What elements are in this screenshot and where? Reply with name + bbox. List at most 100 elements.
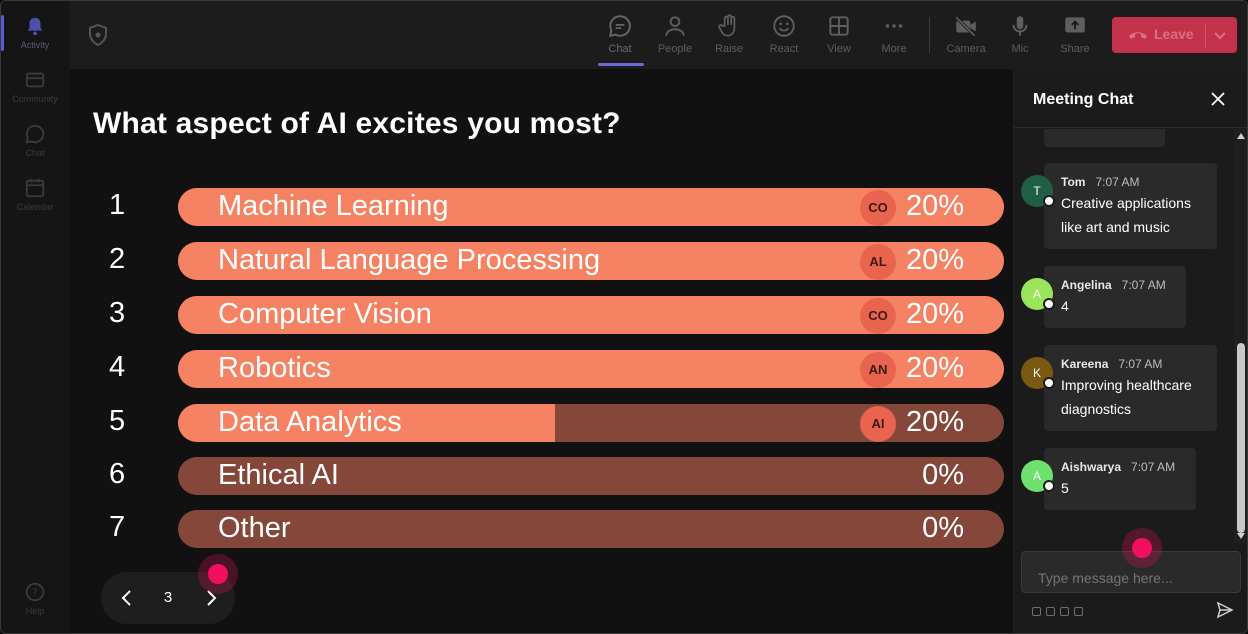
- avatar[interactable]: K: [1021, 357, 1055, 389]
- poll-option[interactable]: 4 Robotics AN 20%: [69, 349, 1013, 389]
- option-percentage: 20%: [905, 298, 964, 330]
- rail-item-label: Community: [12, 94, 58, 104]
- rail-item-calendar[interactable]: Calendar: [5, 171, 65, 221]
- poll-title: What aspect of AI excites you most?: [93, 107, 621, 140]
- gif-icon[interactable]: [1074, 607, 1083, 616]
- attach-icon[interactable]: [1046, 607, 1055, 616]
- poll-option[interactable]: 7 Other 0%: [69, 509, 1013, 549]
- poll-option[interactable]: 2 Natural Language Processing AL 20%: [69, 241, 1013, 281]
- send-icon[interactable]: [1216, 601, 1234, 619]
- emoji-icon[interactable]: [1060, 607, 1069, 616]
- option-percentage: 0%: [922, 512, 964, 544]
- chat-message-bubble[interactable]: Kareena 7:07 AM Improving healthcare diagn…: [1044, 345, 1217, 431]
- rail-item-activity[interactable]: Activity: [1, 9, 65, 59]
- scroll-up-arrow[interactable]: [1237, 133, 1245, 139]
- toolbar-raise-button[interactable]: Raise: [704, 11, 754, 63]
- active-tab-indicator: [598, 63, 644, 66]
- chevron-right-icon[interactable]: [199, 586, 223, 610]
- message-text: 5: [1061, 480, 1069, 496]
- hand-icon: [718, 14, 736, 37]
- poll-option[interactable]: 6 Ethical AI 0%: [69, 456, 1013, 496]
- poll-option[interactable]: 3 Computer Vision CO 20%: [69, 295, 1013, 335]
- chat-message-input[interactable]: [1021, 551, 1241, 593]
- option-bar: Data Analytics AI 20%: [178, 404, 1004, 442]
- chevron-left-icon[interactable]: [115, 586, 139, 610]
- people-icon: [665, 16, 685, 36]
- toolbar-button-label: View: [827, 43, 851, 55]
- sender-name: Tom: [1061, 175, 1086, 189]
- option-bar-fill: [178, 404, 556, 442]
- compose-toolbar: [1032, 603, 1088, 616]
- bell-icon: [27, 17, 43, 36]
- option-label: Ethical AI: [218, 459, 339, 491]
- chat-header: Meeting Chat: [1014, 69, 1247, 128]
- toolbar-view-button[interactable]: View: [814, 11, 864, 63]
- chat-scrollbar[interactable]: [1234, 129, 1247, 543]
- leave-button[interactable]: Leave: [1112, 17, 1237, 53]
- chat-message-bubble[interactable]: Tom 7:07 AM Creative applications like art…: [1044, 163, 1217, 249]
- toolbar-button-label: Mic: [1011, 43, 1029, 55]
- svg-text:?: ?: [32, 588, 37, 599]
- toolbar-people-button[interactable]: People: [650, 11, 700, 63]
- close-icon[interactable]: [1210, 91, 1226, 107]
- more-icon: [885, 24, 903, 28]
- chat-icon: [609, 15, 631, 37]
- toolbar-mic-button[interactable]: Mic: [995, 11, 1045, 63]
- chat-message-bubble[interactable]: Angelina 7:07 AM 4: [1044, 266, 1186, 328]
- chat-message-bubble[interactable]: Aishwarya 7:07 AM 5: [1044, 448, 1196, 510]
- scroll-down-arrow[interactable]: [1237, 533, 1245, 539]
- option-number: 2: [109, 243, 126, 275]
- toolbar-more-button[interactable]: More: [869, 11, 919, 63]
- toolbar-button-label: React: [769, 43, 799, 55]
- leave-separator: [1205, 23, 1206, 47]
- toolbar-button-label: More: [881, 43, 907, 55]
- option-number: 7: [109, 511, 126, 543]
- option-bar: Machine Learning CO 20%: [178, 188, 1004, 226]
- toolbar-camera-button[interactable]: Camera: [941, 11, 991, 63]
- option-label: Computer Vision: [218, 298, 432, 330]
- avatar[interactable]: T: [1021, 175, 1055, 207]
- option-number: 6: [109, 458, 126, 490]
- poll-option[interactable]: 5 Data Analytics AI 20%: [69, 403, 1013, 443]
- option-label: Data Analytics: [218, 406, 402, 438]
- option-label: Robotics: [218, 352, 331, 384]
- toolbar-react-button[interactable]: React: [759, 11, 809, 63]
- rail-item-chat[interactable]: Chat: [5, 117, 65, 167]
- chat-message-list: Tom 7:07 AM Creative applications like art…: [1014, 129, 1247, 543]
- toolbar-button-label: Share: [1060, 43, 1090, 55]
- page-number: 3: [163, 589, 173, 606]
- avatar[interactable]: A: [1021, 460, 1055, 492]
- voter-avatar: AN: [860, 352, 896, 388]
- option-number: 3: [109, 297, 126, 329]
- rail-item-label: Activity: [20, 40, 50, 50]
- voter-avatar: AL: [860, 244, 896, 280]
- chat-message-header: Kareena 7:07 AM: [1061, 355, 1201, 371]
- message-text: Improving healthcare diagnostics: [1061, 377, 1192, 417]
- option-percentage: 20%: [905, 406, 964, 438]
- share-icon: [1065, 17, 1085, 33]
- voter-avatar: CO: [860, 298, 896, 334]
- toolbar-chat-button[interactable]: Chat: [595, 11, 645, 63]
- toolbar-button-label: Camera: [946, 43, 986, 55]
- option-label: Machine Learning: [218, 190, 449, 222]
- presence-status: [1043, 298, 1055, 310]
- avatar[interactable]: A: [1021, 278, 1055, 310]
- option-number: 1: [109, 189, 126, 221]
- chat-message-header: Aishwarya 7:07 AM: [1061, 458, 1180, 474]
- chat-message-header: Angelina 7:07 AM: [1061, 276, 1170, 292]
- option-bar: Other 0%: [178, 510, 1004, 548]
- scrollbar-thumb[interactable]: [1237, 343, 1245, 533]
- rail-item-community[interactable]: Community: [5, 63, 65, 113]
- option-bar: Ethical AI 0%: [178, 457, 1004, 495]
- shield-icon[interactable]: [87, 23, 109, 47]
- chat-message-header: Tom 7:07 AM: [1061, 173, 1201, 189]
- message-text: 4: [1061, 298, 1069, 314]
- sender-name: Kareena: [1061, 357, 1109, 371]
- toolbar-share-button[interactable]: Share: [1050, 11, 1100, 63]
- message-timestamp: 7:07 AM: [1131, 460, 1176, 474]
- poll-option[interactable]: 1 Machine Learning CO 20%: [69, 187, 1013, 227]
- format-icon[interactable]: [1032, 607, 1041, 616]
- chevron-down-icon[interactable]: [1213, 28, 1227, 42]
- message-timestamp: 7:07 AM: [1118, 357, 1163, 371]
- rail-item-help[interactable]: ? Help: [5, 575, 65, 625]
